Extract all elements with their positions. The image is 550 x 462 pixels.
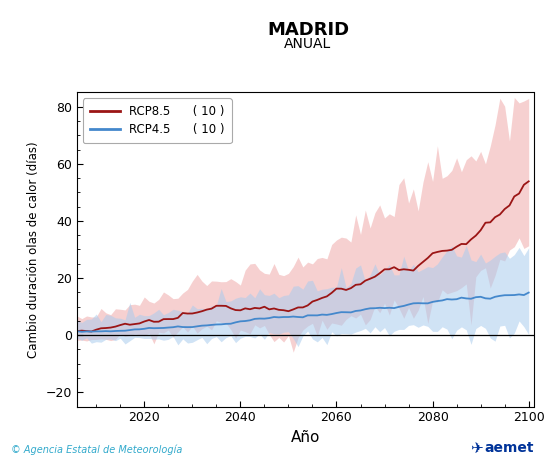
Legend: RCP8.5      ( 10 ), RCP4.5      ( 10 ): RCP8.5 ( 10 ), RCP4.5 ( 10 ): [83, 98, 232, 143]
Text: ✈: ✈: [470, 442, 483, 456]
X-axis label: Año: Año: [290, 430, 320, 445]
Text: ANUAL: ANUAL: [284, 37, 332, 51]
Text: MADRID: MADRID: [267, 21, 349, 39]
Text: © Agencia Estatal de Meteorología: © Agencia Estatal de Meteorología: [11, 444, 183, 455]
Text: aemet: aemet: [484, 441, 534, 455]
Y-axis label: Cambio duración olas de calor (días): Cambio duración olas de calor (días): [27, 141, 40, 358]
